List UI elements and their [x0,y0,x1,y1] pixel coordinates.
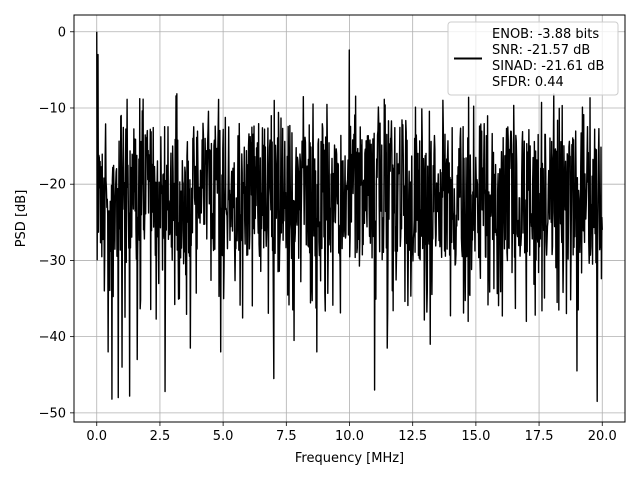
y-tick-label: −50 [39,406,66,421]
x-tick-label: 10.0 [335,429,364,444]
x-tick-label: 7.5 [276,429,297,444]
y-tick-label: 0 [58,25,66,40]
x-tick-label: 15.0 [461,429,490,444]
x-tick-label: 17.5 [525,429,554,444]
legend: ENOB: -3.88 bits SNR: -21.57 dB SINAD: -… [447,21,619,96]
legend-enob: ENOB: -3.88 bits [492,27,599,42]
y-axis-ticks: 0 −10 −20 −30 −40 −50 [39,25,74,421]
legend-box [447,21,619,96]
y-tick-label: −10 [39,101,66,116]
y-tick-label: −40 [39,330,66,345]
y-tick-label: −30 [39,254,66,269]
x-axis-label: Frequency [MHz] [295,451,404,466]
x-tick-label: 0.0 [86,429,107,444]
x-tick-label: 12.5 [398,429,427,444]
y-tick-label: −20 [39,178,66,193]
legend-sfdr: SFDR: 0.44 [492,75,564,90]
x-axis-ticks: 0.0 2.5 5.0 7.5 10.0 12.5 15.0 17.5 20.0 [86,422,617,444]
legend-snr: SNR: -21.57 dB [492,43,590,58]
legend-sinad: SINAD: -21.61 dB [492,59,604,74]
series-line [96,31,603,403]
psd-trace [96,31,603,403]
y-axis-label: PSD [dB] [14,190,29,248]
x-tick-label: 20.0 [588,429,617,444]
x-tick-label: 5.0 [213,429,234,444]
x-tick-label: 2.5 [150,429,171,444]
